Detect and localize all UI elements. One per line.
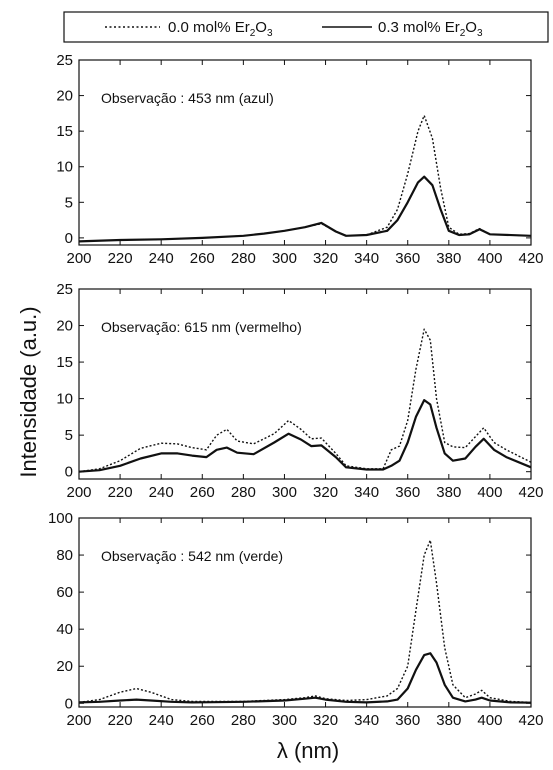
x-tick-label: 280 [231,250,256,267]
y-tick-label: 5 [65,194,73,211]
y-axis-label: Intensidade (a.u.) [16,306,41,477]
x-tick-label: 380 [436,250,461,267]
x-tick-label: 420 [518,250,543,267]
observation-label: Observação: 615 nm (vermelho) [101,319,302,335]
plot-frame [78,59,532,246]
series-0-3-mol-line [78,652,532,704]
series-0-3-mol-line [78,175,532,243]
legend: 0.0 mol% Er2O3 0.3 mol% Er2O3 [63,11,549,43]
x-tick-label: 240 [149,712,174,729]
y-tick-label: 10 [56,391,73,408]
y-tick-label: 5 [65,427,73,444]
x-tick-label: 320 [313,250,338,267]
y-tick-label: 0 [65,230,73,247]
panel-2: 200 220 240 260 280 300 320 340 360 380 400 420 0 5 10… [56,281,543,501]
series-0-0-mol-line [78,114,532,243]
x-tick-label: 220 [108,712,133,729]
x-tick-label: 220 [108,484,133,501]
x-tick-label: 420 [518,712,543,729]
x-tick-label: 320 [313,484,338,501]
x-tick-label: 280 [231,712,256,729]
x-tick-label: 260 [190,712,215,729]
x-tick-label: 360 [395,484,420,501]
x-tick-label: 260 [190,250,215,267]
x-tick-label: 220 [108,250,133,267]
x-tick-label: 380 [436,484,461,501]
x-tick-label: 380 [436,712,461,729]
x-tick-label: 340 [354,484,379,501]
x-tick-label: 360 [395,250,420,267]
x-tick-label: 360 [395,712,420,729]
x-tick-label: 200 [66,712,91,729]
y-tick-label: 20 [56,88,73,105]
observation-label: Observação : 542 nm (verde) [101,548,283,564]
y-tick-label: 15 [56,354,73,371]
y-tick-label: 15 [56,123,73,140]
x-axis-label: λ (nm) [277,738,339,763]
y-tick-label: 20 [56,318,73,335]
x-tick-label: 280 [231,484,256,501]
y-tick-label: 25 [56,281,73,298]
x-tick-label: 420 [518,484,543,501]
plot-frame [78,517,532,708]
x-tick-label: 300 [272,250,297,267]
y-tick-label: 10 [56,159,73,176]
x-tick-label: 300 [272,712,297,729]
legend-label-solid: 0.3 mol% Er2O3 [378,19,483,39]
y-tick-label: 0 [65,695,73,712]
x-tick-label: 240 [149,484,174,501]
series-0-0-mol-line [78,328,532,473]
y-tick-label: 25 [56,52,73,69]
x-tick-label: 400 [477,712,502,729]
series-0-3-mol-line [78,399,532,473]
x-tick-label: 340 [354,712,379,729]
x-tick-label: 200 [66,484,91,501]
legend-label-dotted: 0.0 mol% Er2O3 [168,19,273,39]
x-tick-label: 240 [149,250,174,267]
series-0-0-mol-line [78,539,532,704]
y-tick-label: 0 [65,464,73,481]
y-tick-label: 20 [56,658,73,675]
legend-box [63,11,549,43]
panel-1: 200 220 240 260 280 300 320 340 360 380 400 420 0 5 10… [56,52,543,267]
plot-frame [78,288,532,480]
x-tick-label: 320 [313,712,338,729]
panel-3: 200 220 240 260 280 300 320 340 360 380 400 420 0 20 4… [48,510,544,729]
y-tick-label: 100 [48,510,73,527]
y-tick-label: 40 [56,621,73,638]
y-tick-label: 80 [56,547,73,564]
observation-label: Observação : 453 nm (azul) [101,90,274,106]
x-tick-label: 260 [190,484,215,501]
x-tick-label: 400 [477,250,502,267]
x-tick-label: 400 [477,484,502,501]
x-tick-label: 200 [66,250,91,267]
y-tick-label: 60 [56,584,73,601]
panels: 200 220 240 260 280 300 320 340 360 380 400 4200510… [48,52,544,729]
x-tick-label: 300 [272,484,297,501]
x-tick-label: 340 [354,250,379,267]
